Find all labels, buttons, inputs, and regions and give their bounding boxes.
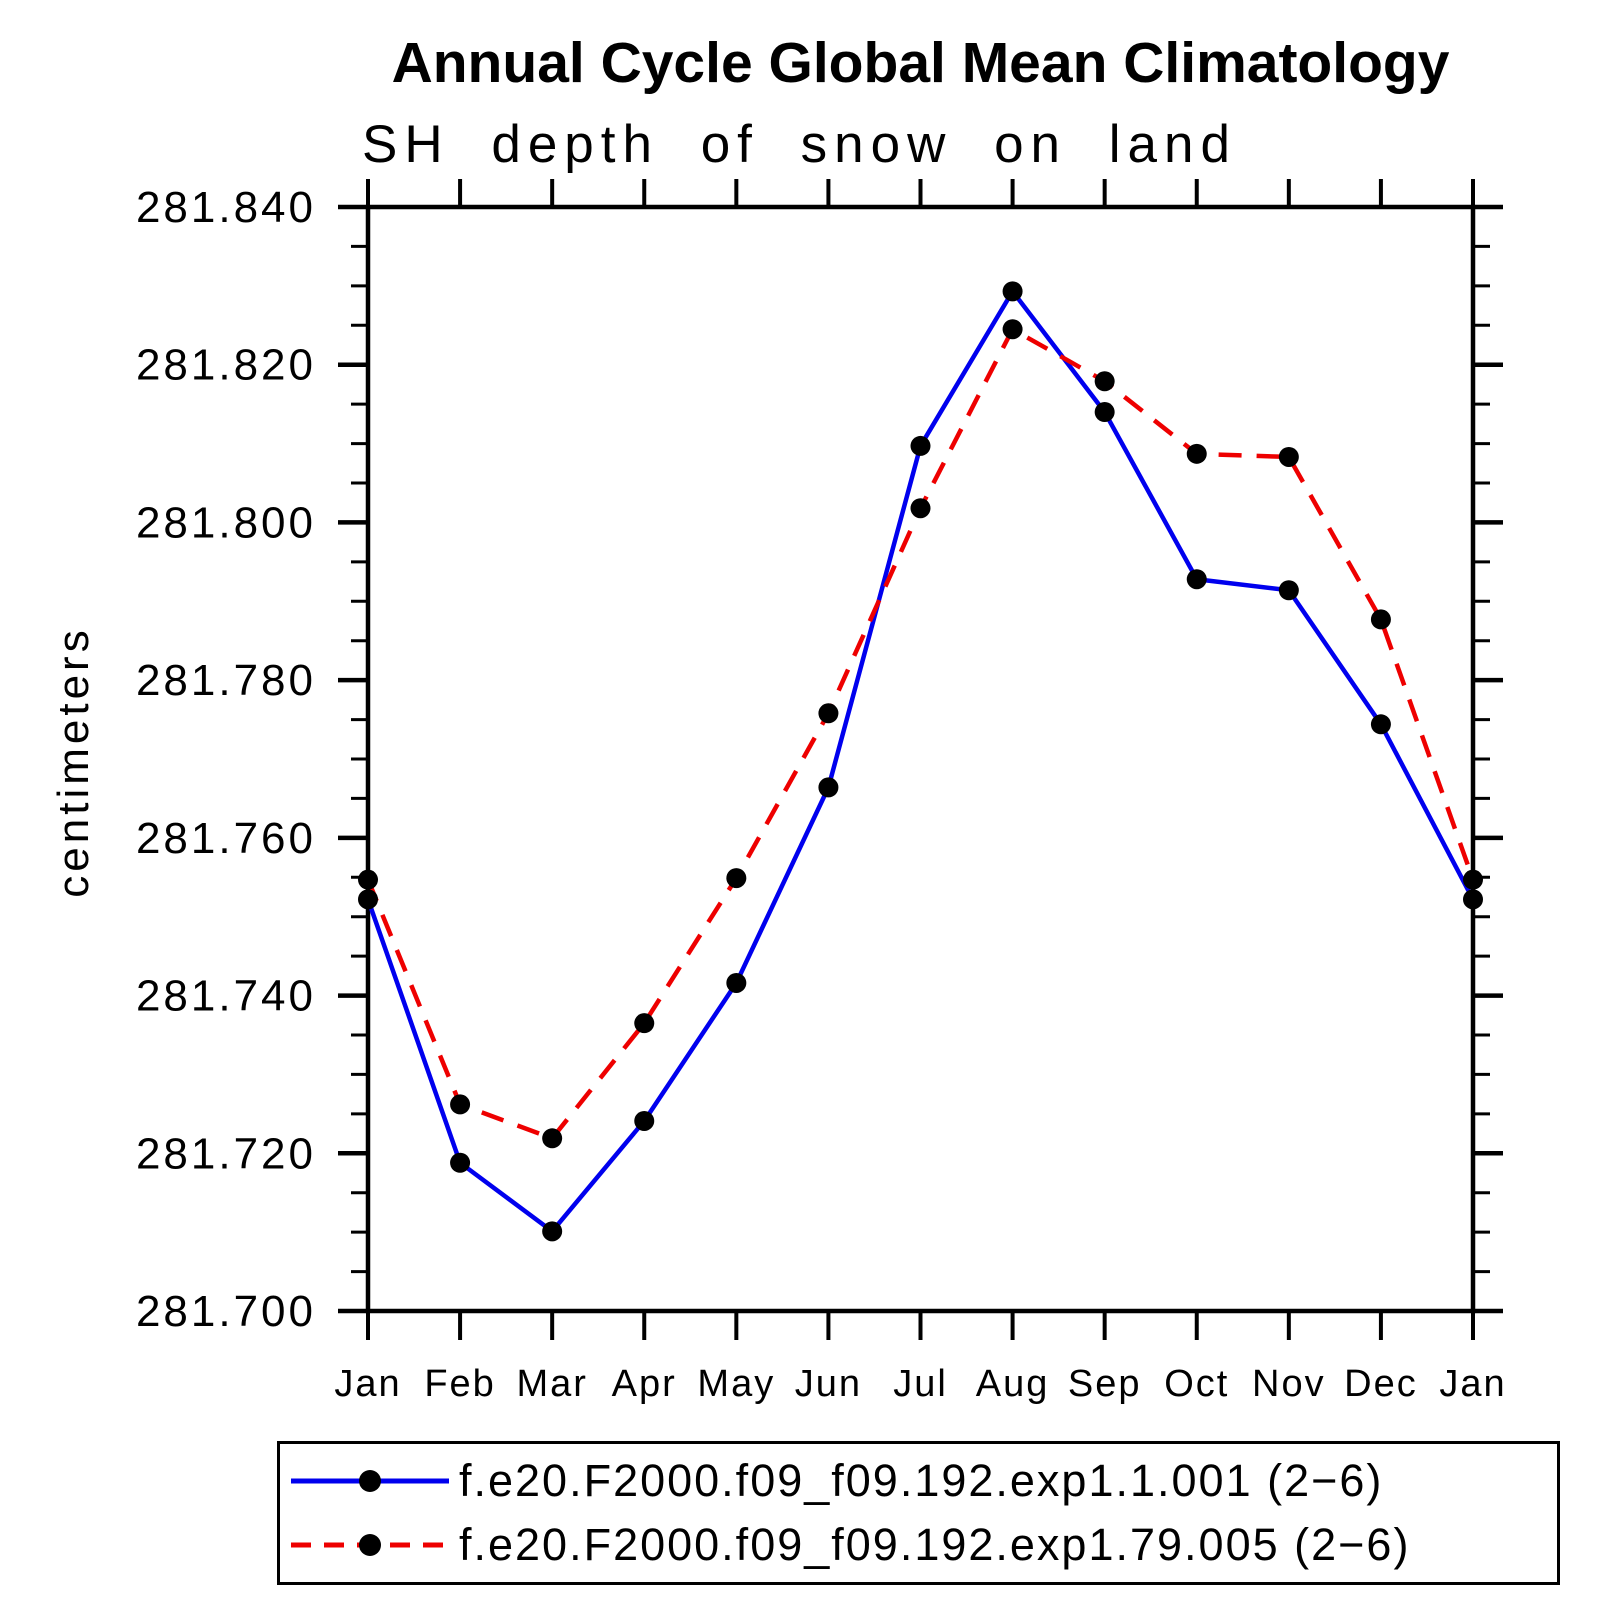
data-point-series-1	[726, 972, 747, 993]
x-tick-label: Oct	[1164, 1363, 1229, 1405]
legend-marker-dot	[359, 1470, 381, 1493]
data-point-series-2	[910, 498, 931, 519]
y-tick-label: 281.760	[136, 814, 316, 863]
data-point-series-1	[1370, 714, 1391, 735]
data-point-series-2	[1370, 609, 1391, 630]
chart-subtitle: SH depth of snow on land	[362, 115, 1237, 174]
legend-swatch-blue-solid	[291, 1470, 449, 1493]
legend-row-series-1: f.e20.F2000.f09_f09.192.exp1.1.001 (2−6)	[285, 1455, 1557, 1507]
y-tick-label: 281.700	[136, 1287, 316, 1336]
data-point-series-2	[358, 869, 378, 890]
y-tick-label: 281.780	[136, 656, 316, 705]
x-tick-label: Apr	[612, 1363, 677, 1405]
legend-label-series-2: f.e20.F2000.f09_f09.192.exp1.79.005 (2−6…	[459, 1518, 1411, 1570]
data-point-series-1	[818, 777, 839, 798]
data-point-series-2	[542, 1128, 563, 1149]
x-tick-label: Jan	[1439, 1363, 1506, 1405]
x-tick-label: Dec	[1344, 1363, 1418, 1405]
data-point-series-2	[1463, 869, 1483, 890]
y-tick-label: 281.840	[136, 183, 316, 232]
y-tick-label: 281.740	[136, 972, 316, 1021]
x-tick-label: Nov	[1252, 1363, 1326, 1405]
y-tick-label: 281.720	[136, 1129, 316, 1178]
x-tick-label: May	[697, 1363, 775, 1405]
x-tick-label: Feb	[424, 1363, 495, 1405]
data-point-series-2	[634, 1013, 655, 1034]
data-point-series-1	[1463, 889, 1483, 910]
x-tick-label: Mar	[516, 1363, 587, 1405]
data-point-series-2	[1002, 319, 1023, 340]
data-point-series-2	[450, 1094, 471, 1115]
data-point-series-1	[910, 435, 931, 456]
data-point-series-2	[818, 703, 839, 724]
data-point-series-1	[634, 1110, 655, 1131]
data-point-series-1	[358, 889, 378, 910]
x-tick-label: Sep	[1068, 1363, 1142, 1405]
legend-label-series-1: f.e20.F2000.f09_f09.192.exp1.1.001 (2−6)	[459, 1455, 1384, 1507]
x-tick-label: Aug	[976, 1363, 1050, 1405]
legend-swatch-red-dashed	[291, 1533, 449, 1556]
data-point-series-1	[1002, 281, 1023, 302]
x-tick-label: Jul	[893, 1363, 948, 1405]
series-line-1	[365, 289, 1475, 1234]
x-tick-label: Jun	[795, 1363, 862, 1405]
legend-row-series-2: f.e20.F2000.f09_f09.192.exp1.79.005 (2−6…	[285, 1519, 1557, 1571]
data-point-series-1	[450, 1152, 471, 1173]
x-tick-label: Jan	[334, 1363, 401, 1405]
data-point-series-2	[1186, 443, 1207, 464]
y-tick-label: 281.820	[136, 341, 316, 390]
data-point-series-1	[542, 1221, 563, 1242]
legend-marker-dot	[359, 1533, 381, 1556]
data-point-series-2	[726, 868, 747, 889]
plot-frame	[365, 204, 1476, 1314]
chart-title: Annual Cycle Global Mean Climatology	[391, 31, 1450, 95]
data-point-series-1	[1278, 580, 1299, 601]
y-axis-title: centimeters	[49, 626, 98, 897]
y-tick-label: 281.800	[136, 498, 316, 547]
legend: f.e20.F2000.f09_f09.192.exp1.1.001 (2−6)…	[277, 1441, 1560, 1585]
data-point-series-2	[1278, 446, 1299, 467]
data-point-series-1	[1186, 569, 1207, 590]
data-point-series-2	[1094, 371, 1115, 392]
data-point-series-1	[1094, 402, 1115, 423]
